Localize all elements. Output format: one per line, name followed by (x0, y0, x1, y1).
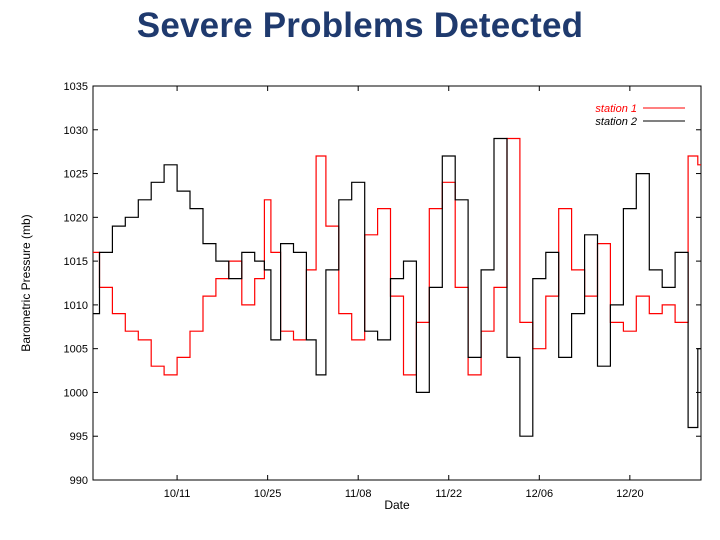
x-tick-label: 12/20 (616, 488, 644, 500)
legend-label-2: station 2 (595, 116, 637, 128)
y-tick-label: 1000 (64, 387, 88, 399)
y-axis: 990 995 1000 1005 1010 1015 1020 1025 1030 1035 (64, 81, 701, 487)
y-tick-label: 1020 (64, 212, 88, 224)
y-tick-label: 1015 (64, 256, 88, 268)
series-line-1 (93, 137, 701, 376)
y-tick-label: 1005 (64, 344, 88, 356)
x-tick-label: 10/25 (254, 488, 282, 500)
plot-frame (92, 85, 702, 481)
y-axis-title: Barometric Pressure (mb) (19, 214, 33, 351)
x-axis-title: Date (384, 498, 410, 512)
y-tick-label: 995 (70, 431, 88, 443)
x-axis: 10/11 10/25 11/08 11/22 12/06 12/20 (164, 86, 644, 500)
x-tick-label: 10/11 (164, 488, 191, 500)
legend-label-1: station 1 (595, 103, 637, 115)
x-tick-label: 11/22 (435, 488, 462, 500)
series-line-2 (93, 137, 701, 437)
y-tick-label: 1035 (64, 81, 88, 93)
y-tick-label: 1025 (64, 169, 88, 181)
x-tick-label: 12/06 (526, 488, 554, 500)
y-tick-label: 1010 (64, 300, 88, 312)
y-tick-label: 990 (70, 475, 88, 487)
slide-title: Severe Problems Detected (136, 6, 584, 45)
x-tick-label: 11/08 (345, 488, 372, 500)
series-layer (93, 137, 701, 437)
y-tick-label: 1030 (64, 125, 88, 137)
